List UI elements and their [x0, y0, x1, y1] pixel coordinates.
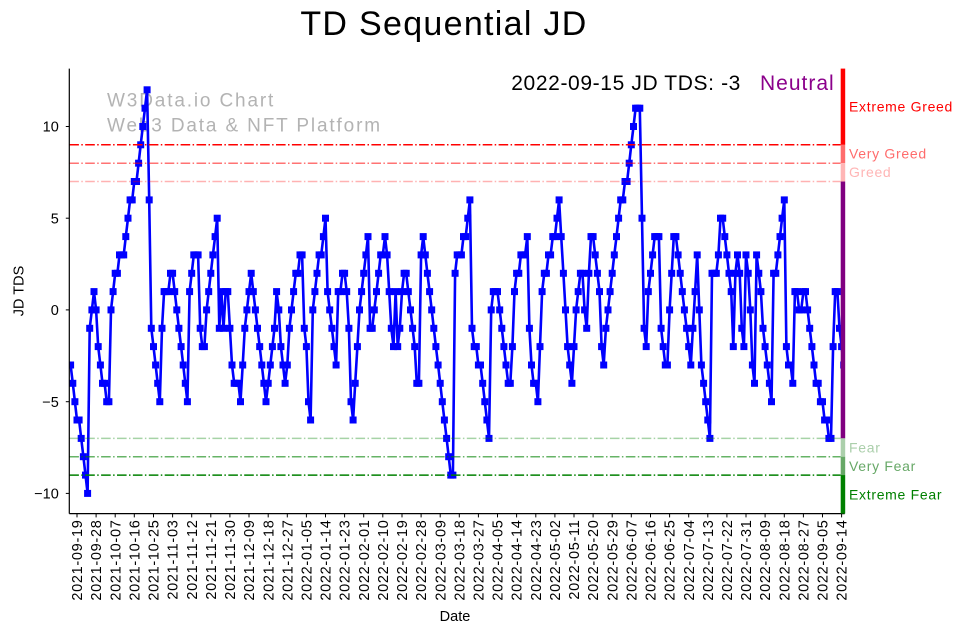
svg-text:−10: −10	[34, 487, 59, 503]
svg-text:2021-10-16: 2021-10-16	[127, 520, 143, 601]
svg-text:2022-08-27: 2022-08-27	[797, 520, 813, 601]
svg-text:2022-03-27: 2022-03-27	[472, 520, 488, 601]
svg-text:Neutral: Neutral	[760, 72, 835, 95]
svg-text:2022-05-29: 2022-05-29	[605, 520, 621, 601]
svg-text:2022-02-28: 2022-02-28	[414, 520, 430, 601]
svg-text:2022-03-09: 2022-03-09	[433, 520, 449, 601]
svg-text:2021-10-25: 2021-10-25	[147, 520, 163, 601]
svg-text:2022-01-14: 2022-01-14	[319, 520, 335, 601]
svg-text:2021-12-09: 2021-12-09	[242, 520, 258, 601]
svg-text:2022-09-05: 2022-09-05	[816, 520, 832, 601]
svg-text:2022-06-25: 2022-06-25	[663, 520, 679, 601]
svg-text:2022-04-05: 2022-04-05	[491, 520, 507, 601]
svg-text:−5: −5	[42, 395, 59, 411]
svg-text:Greed: Greed	[849, 164, 891, 180]
svg-text:2022-04-14: 2022-04-14	[510, 520, 526, 601]
svg-text:2022-05-02: 2022-05-02	[548, 520, 564, 601]
svg-text:2022-07-31: 2022-07-31	[739, 520, 755, 601]
svg-text:5: 5	[51, 211, 59, 227]
svg-text:2022-01-23: 2022-01-23	[338, 520, 354, 601]
svg-text:Very Fear: Very Fear	[849, 458, 916, 474]
svg-text:TD Sequential JD: TD Sequential JD	[300, 5, 587, 43]
svg-text:2022-07-04: 2022-07-04	[682, 520, 698, 601]
svg-text:Web3 Data & NFT Platform: Web3 Data & NFT Platform	[107, 116, 382, 137]
svg-text:Fear: Fear	[849, 440, 881, 456]
svg-text:2021-10-07: 2021-10-07	[108, 520, 124, 601]
svg-text:2021-11-12: 2021-11-12	[185, 520, 201, 600]
svg-text:2022-02-01: 2022-02-01	[357, 520, 373, 601]
svg-text:2021-12-18: 2021-12-18	[261, 520, 277, 601]
svg-text:2021-11-21: 2021-11-21	[204, 520, 220, 600]
svg-text:2022-05-11: 2022-05-11	[567, 520, 583, 600]
svg-text:2022-05-20: 2022-05-20	[586, 520, 602, 601]
svg-text:10: 10	[43, 120, 59, 136]
svg-text:JD TDS: JD TDS	[12, 266, 28, 317]
svg-text:2021-09-28: 2021-09-28	[89, 520, 105, 601]
svg-text:2021-11-03: 2021-11-03	[166, 520, 182, 600]
svg-text:2022-07-22: 2022-07-22	[720, 520, 736, 601]
svg-text:2022-02-19: 2022-02-19	[395, 520, 411, 601]
svg-text:2022-08-09: 2022-08-09	[758, 520, 774, 601]
svg-text:2021-12-27: 2021-12-27	[280, 520, 296, 601]
svg-text:2022-03-18: 2022-03-18	[452, 520, 468, 601]
svg-text:2022-06-16: 2022-06-16	[644, 520, 660, 601]
svg-text:2021-09-19: 2021-09-19	[70, 520, 86, 601]
svg-text:Very Greed: Very Greed	[849, 145, 927, 161]
svg-text:Extreme Fear: Extreme Fear	[849, 486, 942, 502]
svg-text:0: 0	[51, 303, 59, 319]
svg-text:2022-04-23: 2022-04-23	[529, 520, 545, 601]
svg-text:2022-07-13: 2022-07-13	[701, 520, 717, 601]
svg-text:W3Data.io Chart: W3Data.io Chart	[107, 90, 275, 111]
svg-text:Extreme Greed: Extreme Greed	[849, 98, 953, 114]
svg-text:2021-11-30: 2021-11-30	[223, 520, 239, 600]
svg-text:Date: Date	[440, 609, 471, 625]
svg-text:2022-09-15 JD TDS: -3: 2022-09-15 JD TDS: -3	[511, 72, 741, 95]
svg-text:2022-01-05: 2022-01-05	[300, 520, 316, 601]
svg-text:2022-08-18: 2022-08-18	[777, 520, 793, 601]
svg-text:2022-09-14: 2022-09-14	[835, 520, 851, 601]
svg-text:2022-02-10: 2022-02-10	[376, 520, 392, 601]
svg-text:2022-06-07: 2022-06-07	[624, 520, 640, 601]
